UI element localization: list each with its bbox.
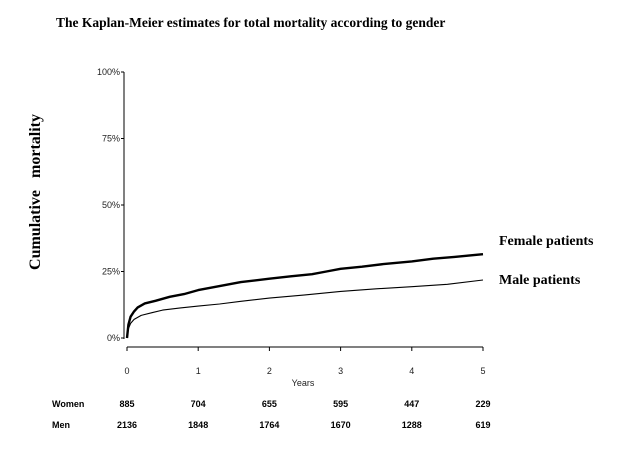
risk-row-label: Women: [52, 399, 84, 409]
y-axis-label: Cumulative mortality: [27, 114, 44, 270]
risk-cell: 229: [475, 399, 490, 409]
x-tick-label: 1: [196, 366, 201, 376]
series-lines: [125, 253, 484, 339]
y-tick-label: 75%: [102, 134, 120, 144]
risk-cell: 885: [119, 399, 134, 409]
risk-cell: 2136: [117, 420, 137, 430]
chart-title: The Kaplan-Meier estimates for total mor…: [56, 15, 445, 30]
x-tick-label: 5: [480, 366, 485, 376]
x-tick-label: 3: [338, 366, 343, 376]
risk-cell: 1764: [259, 420, 279, 430]
risk-cell: 704: [191, 399, 206, 409]
x-tick-label: 2: [267, 366, 272, 376]
y-tick-label: 0%: [107, 333, 120, 343]
risk-row-label: Men: [52, 420, 70, 430]
risk-cell: 619: [475, 420, 490, 430]
risk-cell: 1848: [188, 420, 208, 430]
risk-cell: 595: [333, 399, 348, 409]
series-label-male-patients: Male patients: [499, 273, 581, 288]
x-tick-label: 4: [409, 366, 414, 376]
series-label-female-patients: Female patients: [499, 234, 594, 249]
risk-cell: 1670: [331, 420, 351, 430]
y-tick-label: 25%: [102, 267, 120, 277]
y-tick-label: 50%: [102, 200, 120, 210]
risk-table: Women 885 704 655 595 447 229 Men 2136 1848 1764 16…: [52, 399, 491, 430]
x-tick-label: 0: [124, 366, 129, 376]
risk-cell: 655: [262, 399, 277, 409]
axes: 0% 25% 50% 75% 100% 0 1 2 3 4 5: [97, 67, 486, 376]
series-line-female-patients: [125, 253, 484, 339]
risk-cell: 1288: [402, 420, 422, 430]
series-line-male-patients: [126, 279, 484, 339]
x-axis-label: Years: [292, 378, 315, 388]
y-tick-label: 100%: [97, 67, 120, 77]
risk-cell: 447: [404, 399, 419, 409]
series-labels: Female patients Male patients: [499, 234, 594, 288]
